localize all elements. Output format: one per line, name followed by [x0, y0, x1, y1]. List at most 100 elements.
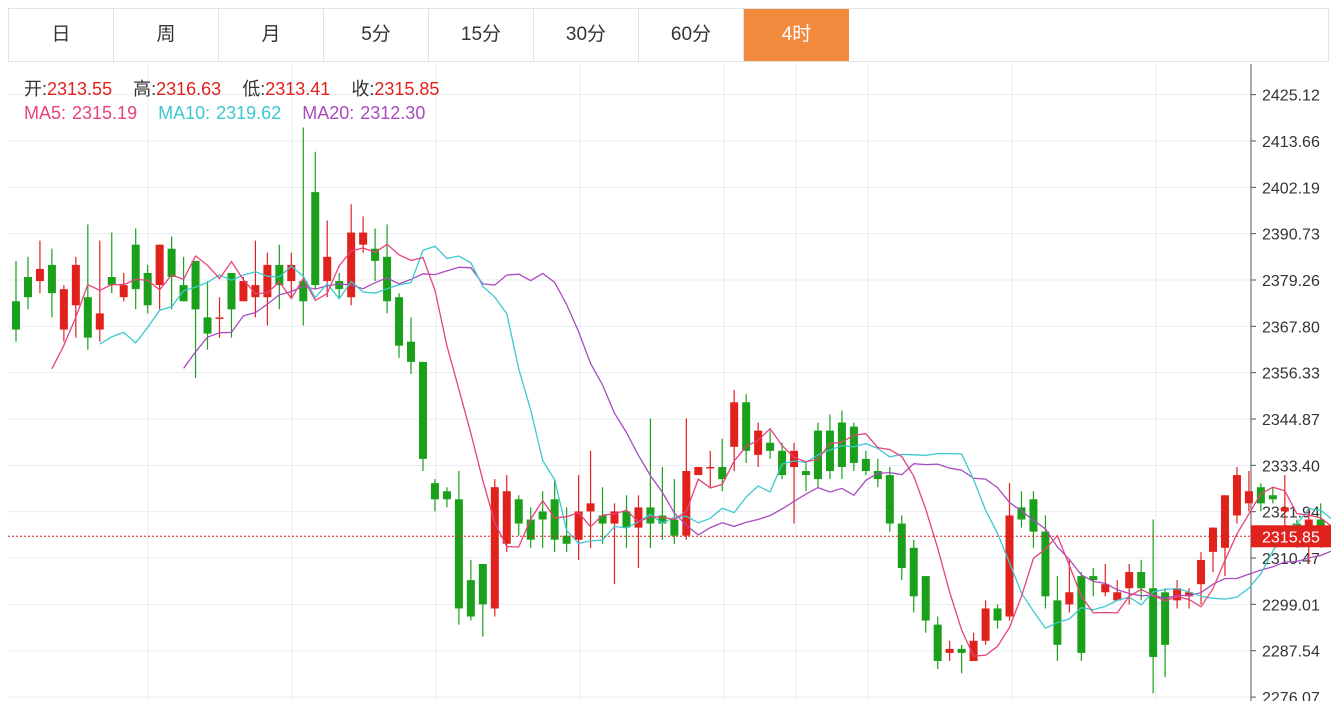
candle-body — [682, 471, 691, 536]
high-value: 2316.63 — [156, 79, 222, 99]
tab-30min[interactable]: 30分 — [534, 9, 639, 61]
candle-body — [670, 519, 679, 536]
price-axis-label: 2287.54 — [1262, 644, 1320, 661]
candle-body — [1005, 515, 1014, 617]
candle-body — [957, 648, 966, 653]
period-tab-bar: 日 周 月 5分 15分 30分 60分 4时 — [8, 8, 1329, 62]
candle-body — [538, 511, 547, 520]
tab-60min[interactable]: 60分 — [639, 9, 744, 61]
candle-body — [598, 515, 607, 524]
ma20-label: MA20: — [302, 103, 355, 123]
candle-body — [1101, 584, 1110, 593]
candle-body — [873, 471, 882, 480]
price-axis-label: 2299.01 — [1262, 597, 1320, 614]
candle-body — [227, 272, 236, 310]
ma-readout: MA5: 2315.19 MA10: 2319.62 MA20: 2312.30 — [24, 103, 425, 124]
tab-month[interactable]: 月 — [219, 9, 324, 61]
price-axis-label: 2321.94 — [1262, 505, 1320, 522]
candle-body — [861, 458, 870, 472]
candle-body — [95, 313, 104, 330]
candle-body — [383, 256, 392, 302]
current-price-badge — [1251, 525, 1331, 548]
candle-body — [23, 277, 32, 298]
price-axis-label: 2344.87 — [1262, 412, 1320, 429]
ma10-line — [99, 245, 1331, 630]
tab-15min[interactable]: 15分 — [429, 9, 534, 61]
candle-body — [586, 503, 595, 512]
candle-body — [155, 244, 164, 286]
candle-body — [718, 466, 727, 480]
candle-body — [1041, 531, 1050, 597]
candle-body — [574, 511, 583, 540]
candle-body — [1161, 592, 1170, 645]
tab-week[interactable]: 周 — [114, 9, 219, 61]
candle-body — [1173, 588, 1182, 601]
candle-body — [203, 317, 212, 334]
candle-body — [837, 422, 846, 467]
current-price-label: 2315.85 — [1262, 529, 1320, 546]
candle-body — [622, 511, 631, 528]
candle-body — [191, 260, 200, 310]
candle-body — [1017, 507, 1026, 520]
candle-body — [634, 507, 643, 528]
candle-body — [802, 471, 811, 476]
candle-body — [921, 576, 930, 621]
candle-body — [754, 430, 763, 455]
candle-body — [71, 264, 80, 306]
candle-body — [1029, 499, 1038, 532]
candle-body — [550, 499, 559, 540]
candle-body — [945, 648, 954, 653]
candle-body — [766, 442, 775, 451]
price-axis-label: 2413.66 — [1262, 134, 1320, 151]
price-axis-label: 2390.73 — [1262, 227, 1320, 244]
ma20-line — [183, 266, 1331, 599]
candle-body — [418, 361, 427, 459]
candle-body — [83, 297, 92, 338]
candle-body — [1209, 527, 1217, 552]
high-label: 高: — [133, 79, 157, 99]
price-axis-label: 2367.80 — [1262, 319, 1320, 336]
candle-body — [897, 523, 906, 569]
candle-body — [478, 563, 487, 605]
close-value: 2315.85 — [374, 79, 440, 99]
candle-body — [251, 285, 260, 298]
low-label: 低: — [242, 79, 266, 99]
ma20-value: 2312.30 — [360, 103, 426, 123]
candle-body — [299, 281, 308, 302]
candle-body — [407, 341, 416, 362]
candle-body — [1232, 475, 1241, 516]
candle-body — [119, 285, 128, 298]
candle-body — [311, 192, 320, 286]
candle-body — [646, 507, 655, 524]
candle-body — [1137, 572, 1146, 589]
candle-body — [442, 491, 451, 500]
candle-body — [969, 640, 978, 661]
candle-body — [490, 487, 499, 609]
candle-body — [347, 232, 356, 298]
candle-body — [1244, 491, 1253, 504]
candle-body — [610, 511, 619, 524]
tab-4hour[interactable]: 4时 — [744, 9, 849, 61]
candle-body — [1077, 576, 1086, 653]
candle-body — [107, 277, 116, 286]
open-value: 2313.55 — [47, 79, 113, 99]
candle-body — [215, 317, 224, 319]
candle-body — [658, 515, 667, 524]
candle-body — [885, 475, 894, 524]
candle-body — [1185, 592, 1194, 597]
candle-body — [143, 272, 152, 306]
candle-body — [730, 402, 739, 447]
candle-body — [12, 301, 20, 330]
candle-body — [514, 499, 523, 524]
candle-body — [706, 466, 715, 469]
ma5-value: 2315.19 — [72, 103, 138, 123]
candle-body — [981, 608, 990, 641]
tab-5min[interactable]: 5分 — [324, 9, 429, 61]
candle-body — [694, 466, 703, 476]
price-axis-label: 2402.19 — [1262, 180, 1320, 197]
candle-body — [179, 285, 188, 302]
tab-day[interactable]: 日 — [9, 9, 114, 61]
price-axis-label: 2425.12 — [1262, 88, 1320, 105]
ma10-label: MA10: — [158, 103, 211, 123]
